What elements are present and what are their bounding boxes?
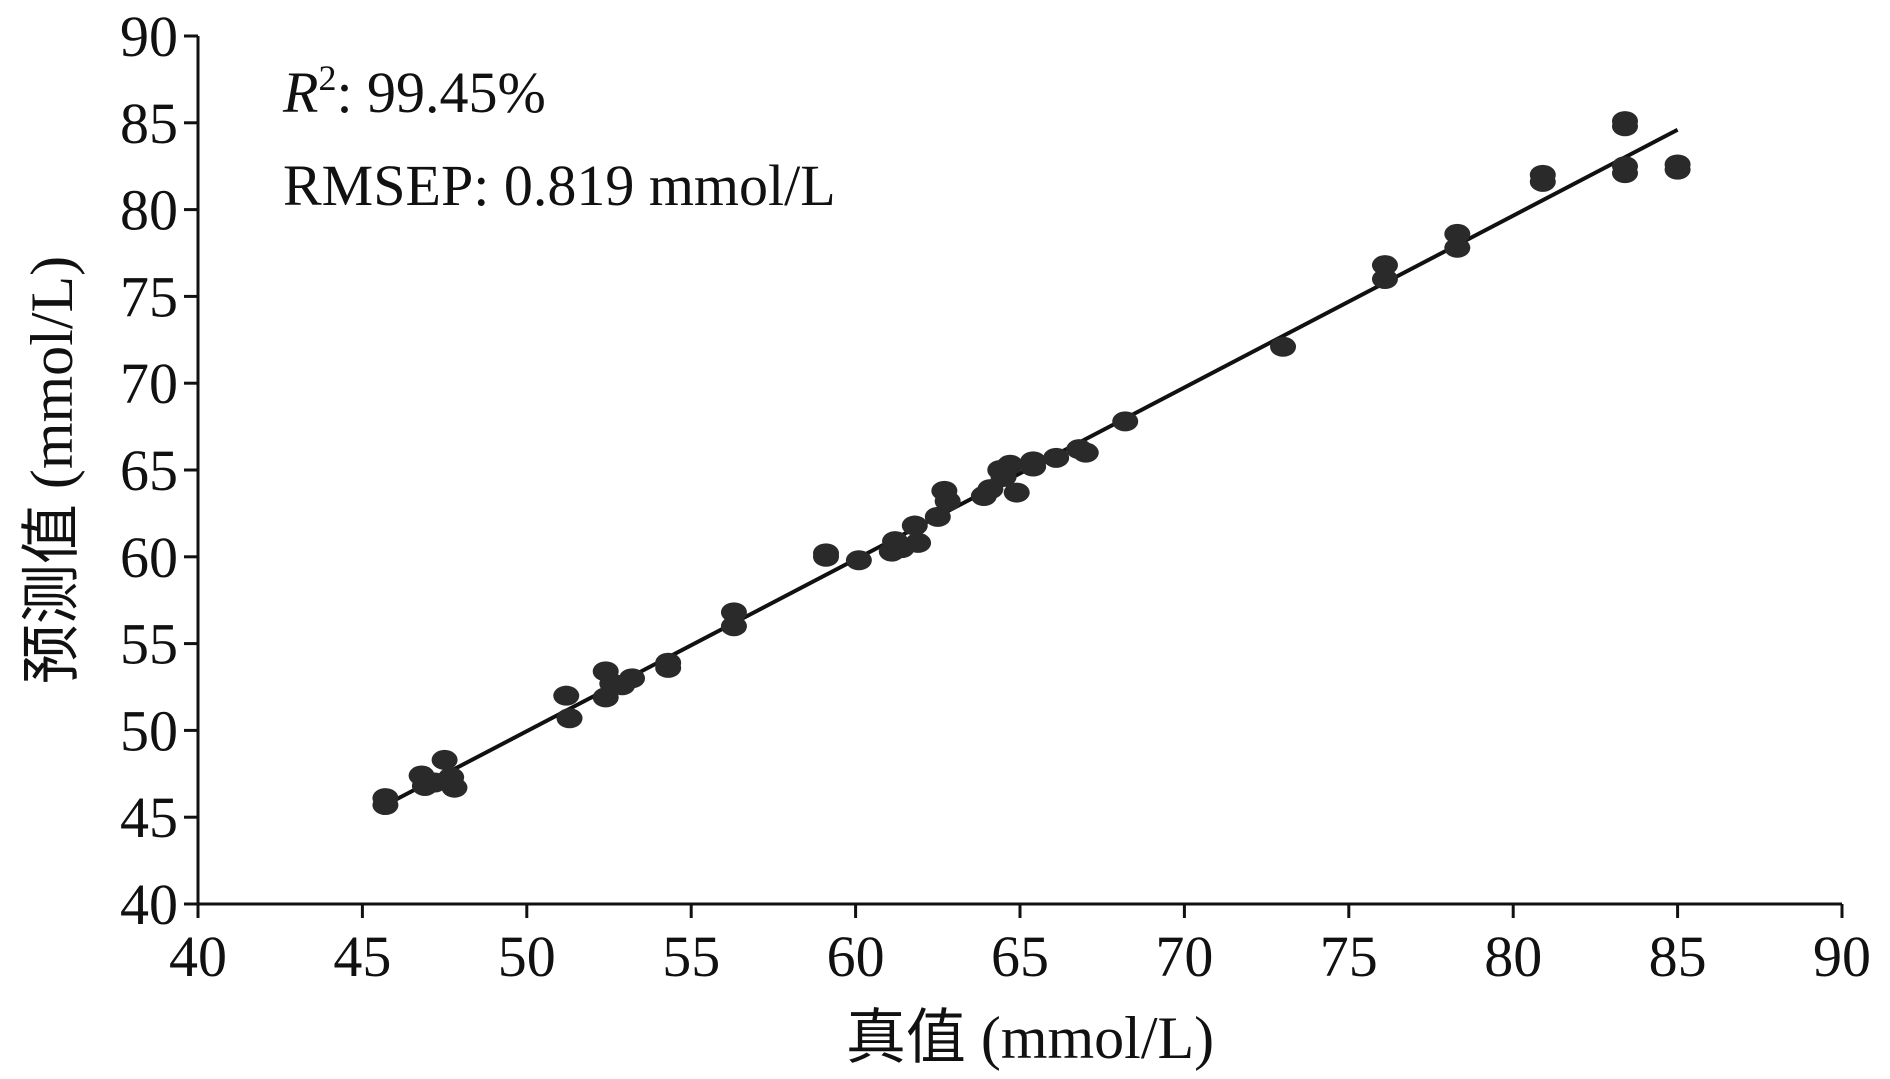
data-point (997, 454, 1024, 475)
r2-superscript: 2 (318, 58, 336, 98)
x-tick-label: 50 (498, 924, 556, 989)
x-tick-label: 85 (1649, 924, 1707, 989)
data-point (1611, 163, 1638, 184)
x-tick-label: 40 (169, 924, 227, 989)
rmsep-annotation: RMSEP: 0.819 mmol/L (283, 153, 836, 218)
data-point (1611, 116, 1638, 137)
data-points (372, 111, 1691, 816)
y-tick-label: 55 (120, 612, 178, 677)
y-tick-label: 40 (120, 872, 178, 937)
y-tick-label: 65 (120, 438, 178, 503)
data-point (905, 532, 932, 553)
data-point (1072, 442, 1099, 463)
data-point (655, 652, 682, 673)
data-point (556, 708, 583, 729)
axes: 40 45 50 55 60 65 70 75 80 85 90 40 45 50 55 60 65 70 75 80… (120, 4, 1871, 989)
data-point (1444, 237, 1471, 258)
data-point (1003, 482, 1030, 503)
y-tick-label: 80 (120, 178, 178, 243)
x-tick-label: 45 (333, 924, 391, 989)
data-point (1270, 336, 1297, 357)
data-point (372, 795, 399, 816)
r2-annotation: R2: 99.45% (282, 58, 546, 125)
x-tick-label: 75 (1320, 924, 1378, 989)
y-axis-title: 预测值 (mmol/L) (19, 256, 85, 684)
data-point (720, 602, 747, 623)
data-point (720, 616, 747, 637)
x-tick-label: 60 (827, 924, 885, 989)
data-point (619, 668, 646, 689)
data-point (441, 777, 468, 798)
data-point (924, 506, 951, 527)
data-point (934, 491, 961, 512)
data-point (1444, 223, 1471, 244)
data-point (1020, 451, 1047, 472)
y-tick-label: 75 (120, 264, 178, 329)
x-tick-label: 70 (1155, 924, 1213, 989)
y-tick-label: 45 (120, 785, 178, 850)
x-tick-label: 55 (662, 924, 720, 989)
data-point (1664, 159, 1691, 180)
y-tick-label: 50 (120, 698, 178, 763)
y-tick-label: 90 (120, 4, 178, 69)
x-tick-label: 65 (991, 924, 1049, 989)
data-point (813, 543, 840, 564)
x-tick-label: 90 (1813, 924, 1871, 989)
data-point (553, 685, 580, 706)
data-point (431, 749, 458, 770)
x-axis-title: 真值 (mmol/L) (846, 1005, 1214, 1071)
annotations: R2: 99.45% RMSEP: 0.819 mmol/L (282, 58, 836, 218)
data-point (1043, 447, 1070, 468)
x-tick-label: 80 (1484, 924, 1542, 989)
data-point (1371, 255, 1398, 276)
r2-symbol: R (282, 60, 318, 125)
r2-value: : 99.45% (336, 60, 545, 125)
data-point (901, 515, 928, 536)
y-tick-label: 85 (120, 91, 178, 156)
y-tick-label: 70 (120, 351, 178, 416)
data-point (1371, 269, 1398, 290)
y-tick-label: 60 (120, 525, 178, 590)
data-point (845, 550, 872, 571)
data-point (1112, 411, 1139, 432)
data-point (1529, 171, 1556, 192)
